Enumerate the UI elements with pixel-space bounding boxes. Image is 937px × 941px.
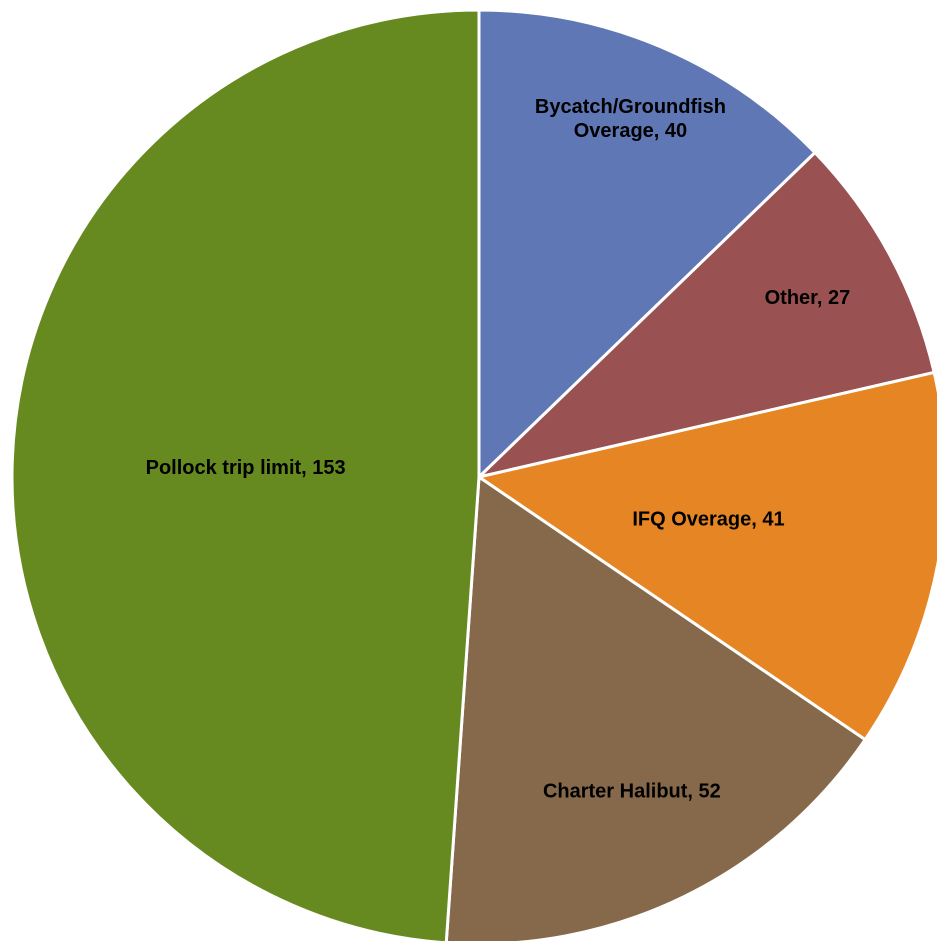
data-label-line: Bycatch/Groundfish — [535, 96, 726, 118]
data-label-line: Overage, 40 — [574, 120, 687, 142]
data-label: Charter Halibut, 52 — [543, 780, 721, 802]
pie-slice — [477, 8, 817, 479]
pie-slice — [10, 8, 481, 941]
data-label: Pollock trip limit, 153 — [146, 457, 346, 479]
data-label: Bycatch/Groundfish Overage, 40 — [535, 96, 726, 142]
data-label: IFQ Overage, 41 — [632, 508, 784, 530]
data-label: Other, 27 — [765, 287, 851, 309]
pie-slice — [477, 151, 936, 479]
pie-slice — [444, 475, 867, 941]
pie-slice — [477, 370, 937, 742]
